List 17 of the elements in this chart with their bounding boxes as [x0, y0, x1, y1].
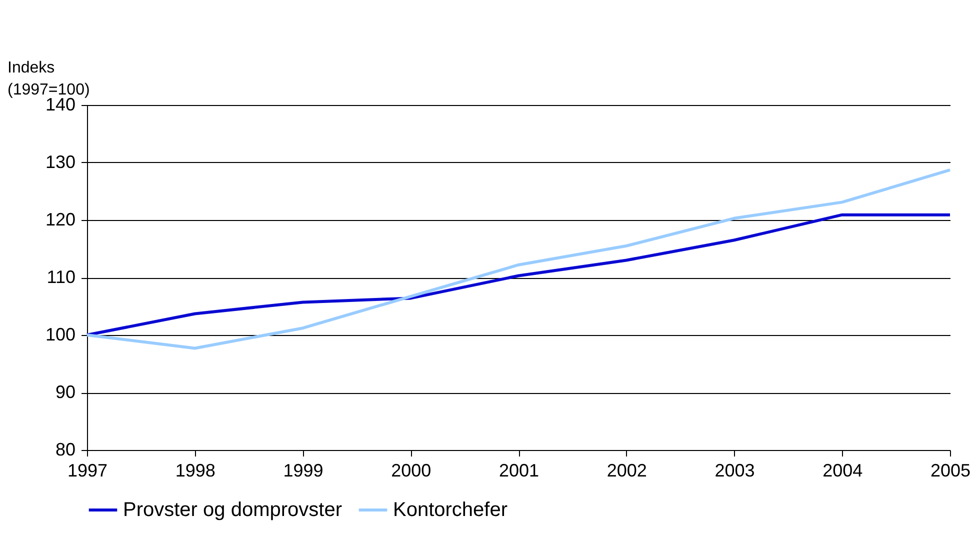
legend-label: Provster og domprovster — [123, 499, 342, 521]
y-tick-label: 90 — [55, 382, 76, 402]
x-tick-label: 2000 — [391, 460, 432, 480]
x-tick-label: 2001 — [498, 460, 540, 480]
x-tick-label: 2002 — [606, 460, 647, 480]
x-tick-label: 1999 — [283, 460, 324, 480]
y-tick-label: 120 — [45, 210, 76, 230]
x-tick-label: 1997 — [67, 460, 108, 480]
x-tick-label: 2003 — [714, 460, 755, 480]
x-tick-label: 2004 — [822, 460, 863, 480]
legend-label: Kontorchefer — [393, 499, 508, 521]
y-tick-label: 110 — [46, 267, 76, 287]
x-tick-label: 1998 — [175, 460, 216, 480]
y-tick-label: 80 — [55, 440, 76, 460]
y-tick-label: 130 — [45, 152, 76, 172]
y-tick-label: 100 — [45, 324, 76, 344]
x-tick-label: 2005 — [930, 460, 971, 480]
